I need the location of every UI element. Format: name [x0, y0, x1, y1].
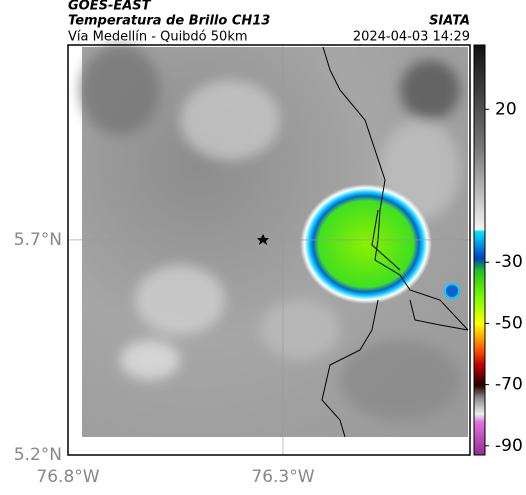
boundaries: [321, 46, 469, 438]
colorbar-label: -90: [495, 436, 523, 456]
lat-label: 5.7°N: [14, 230, 62, 250]
source: GOES-EAST: [68, 0, 152, 14]
colorbar-label: -30: [495, 252, 523, 272]
colorbar: [473, 44, 486, 456]
subtitle: Vía Medellín - Quibdó 50km: [68, 30, 248, 45]
lat-label: 5.2°N: [14, 445, 62, 465]
agency: SIATA: [429, 14, 470, 29]
satellite-image: [80, 45, 468, 437]
location-marker: [257, 234, 269, 245]
colorbar-label: -50: [495, 313, 523, 333]
title: Temperatura de Brillo CH13: [68, 14, 270, 29]
colorbar-label: -70: [495, 375, 523, 395]
colorbar-label: 20: [495, 99, 517, 119]
lon-label: 76.3°W: [251, 467, 314, 487]
timestamp: 2024-04-03 14:29: [353, 30, 470, 45]
lon-label: 76.8°W: [36, 467, 99, 487]
map-frame: [67, 44, 471, 456]
